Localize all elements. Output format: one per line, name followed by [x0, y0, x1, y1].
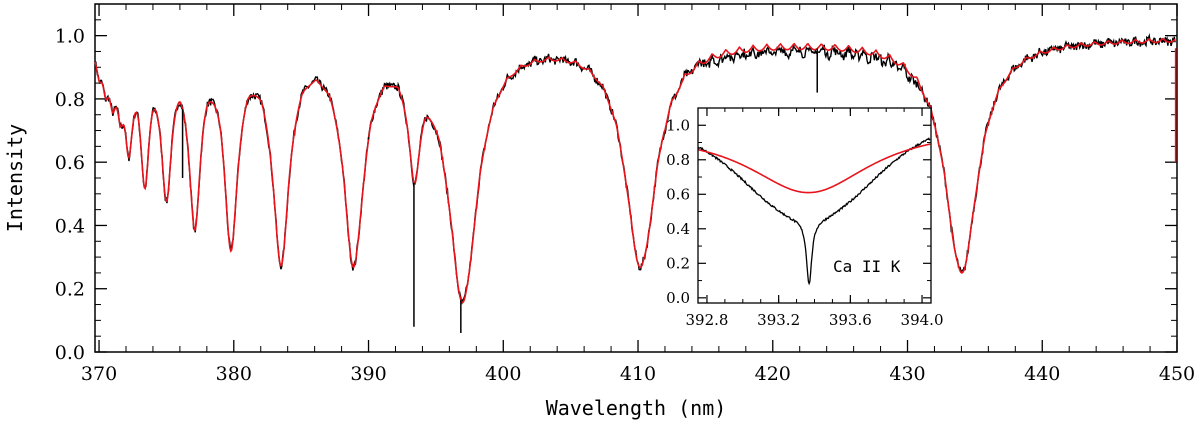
inset-series-observed-line [697, 137, 931, 286]
y-tick-label: 0.2 [55, 279, 85, 301]
inset-background [698, 108, 931, 303]
y-tick-label: 0.4 [55, 215, 85, 237]
y-tick-label: 1.0 [55, 26, 85, 48]
x-tick-label: 370 [81, 363, 117, 385]
series-model-line [94, 37, 1176, 304]
x-tick-label: 420 [755, 363, 791, 385]
inset-y-tick-label: 0.2 [666, 254, 690, 272]
inset-y-tick-label: 0.8 [666, 151, 690, 169]
main-axis-ticks [95, 4, 1178, 353]
inset-x-tick-label: 393.6 [829, 311, 872, 329]
x-axis-title: Wavelength (nm) [546, 396, 727, 420]
y-tick-label: 0.0 [55, 342, 85, 364]
x-tick-label: 400 [485, 363, 521, 385]
x-tick-label: 450 [1159, 363, 1195, 385]
x-tick-label: 410 [620, 363, 656, 385]
x-tick-label: 430 [889, 363, 925, 385]
inset-series-model-line [697, 143, 931, 194]
inset-axis-tick-labels: 392.8 393.2 393.6 394.0 0.0 0.2 0.4 0.6 0.8 1.0 [666, 116, 943, 329]
y-tick-label: 0.8 [55, 89, 85, 111]
series-observed-line [94, 32, 1176, 305]
inset-x-tick-label: 392.8 [685, 311, 728, 329]
inset-x-tick-label: 394.0 [901, 311, 944, 329]
inset-y-tick-label: 0.4 [666, 220, 690, 238]
main-series-group [94, 32, 1177, 334]
inset-y-tick-label: 0.0 [666, 289, 690, 307]
y-tick-label: 0.6 [55, 152, 85, 174]
inset-axis-ticks [698, 107, 931, 303]
y-axis-title: Intensity [3, 124, 27, 232]
inset-y-tick-label: 1.0 [666, 116, 690, 134]
inset-y-tick-label: 0.6 [666, 185, 690, 203]
main-axis-tick-labels: 370 380 390 400 410 420 430 440 450 0.0 0.2 0.4 0.6 0… [55, 26, 1195, 385]
x-tick-label: 390 [350, 363, 386, 385]
main-plot-frame [94, 3, 1178, 353]
x-tick-label: 440 [1024, 363, 1060, 385]
x-tick-label: 380 [216, 363, 252, 385]
inset-annotation-ca-ii-k: Ca II K [833, 257, 901, 276]
inset-series-group [697, 137, 931, 286]
inset-x-tick-label: 393.2 [757, 311, 800, 329]
